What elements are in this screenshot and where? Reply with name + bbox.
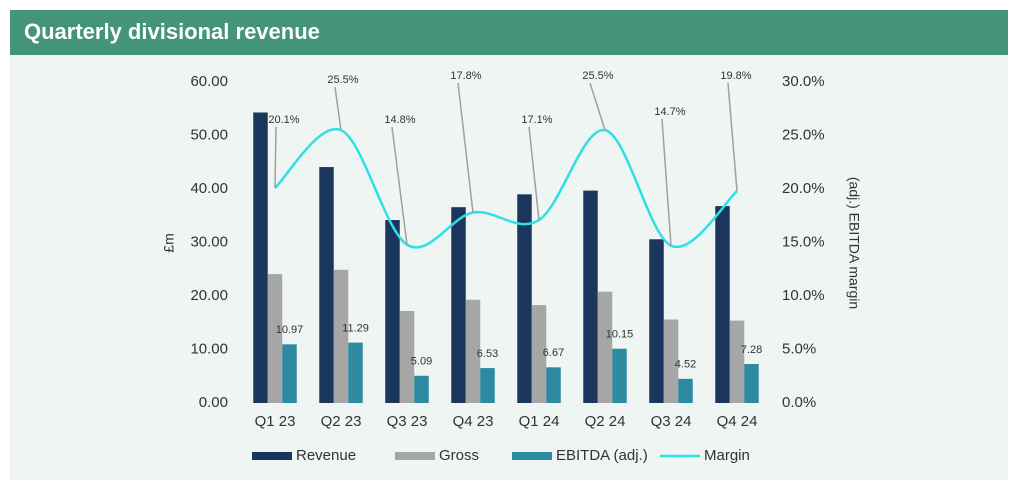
bar [267, 274, 283, 403]
data-label: 6.53 [477, 348, 498, 360]
bar [744, 364, 759, 403]
leader-line [727, 82, 738, 192]
bar [465, 299, 481, 403]
y2-tick-label: 15.0% [782, 233, 825, 250]
y-tick-label: 50.00 [190, 126, 228, 143]
data-label: 25.5% [582, 70, 613, 82]
panel [10, 55, 1008, 480]
bar [282, 344, 297, 403]
bar [319, 167, 334, 403]
chart-title: Quarterly divisional revenue [24, 19, 320, 44]
x-tick-label: Q2 23 [321, 413, 362, 430]
y2-tick-label: 30.0% [782, 73, 825, 90]
bar [414, 375, 429, 403]
y2-tick-label: 20.0% [782, 180, 825, 197]
data-label: 10.15 [606, 329, 634, 341]
data-label: 14.8% [384, 114, 415, 126]
leader-line [457, 82, 474, 213]
bar [399, 310, 415, 403]
bar [715, 206, 730, 403]
data-label: 14.7% [654, 106, 685, 118]
leader-line [274, 126, 277, 188]
data-label: 17.8% [450, 70, 481, 82]
y2-tick-label: 5.0% [782, 340, 816, 357]
bar [546, 367, 561, 403]
data-label: 10.97 [276, 324, 304, 336]
bar [385, 220, 400, 403]
header-bar [10, 10, 1008, 55]
y2-tick-label: 25.0% [782, 126, 825, 143]
y-tick-label: 10.00 [190, 340, 228, 357]
data-label: 17.1% [521, 114, 552, 126]
data-label: 11.29 [342, 323, 369, 335]
bar [678, 378, 693, 403]
y-axis-label: £m [161, 233, 177, 252]
x-tick-label: Q3 24 [651, 413, 692, 430]
bar [531, 305, 547, 403]
y-tick-label: 40.00 [190, 180, 228, 197]
legend-swatch [395, 452, 435, 460]
bar [649, 239, 664, 403]
bar [451, 207, 466, 403]
data-label: 5.09 [411, 356, 432, 368]
y2-axis-label: (adj.) EBITDA margin [846, 177, 862, 309]
x-tick-label: Q3 23 [387, 413, 428, 430]
bar [663, 319, 679, 403]
bar [480, 368, 495, 403]
bar [517, 194, 532, 403]
bar [253, 112, 268, 404]
y2-tick-label: 10.0% [782, 287, 825, 304]
data-label: 19.8% [720, 70, 751, 82]
data-label: 7.28 [741, 344, 762, 356]
legend-label: EBITDA (adj.) [556, 447, 648, 464]
leader-line [391, 126, 408, 245]
x-tick-label: Q4 23 [453, 413, 494, 430]
legend-swatch [252, 452, 292, 460]
legend-label: Margin [704, 447, 750, 464]
x-tick-label: Q2 24 [585, 413, 626, 430]
leader-line [528, 126, 540, 221]
x-tick-label: Q4 24 [717, 413, 758, 430]
legend-label: Revenue [296, 447, 356, 464]
margin-line [274, 127, 738, 249]
data-label: 25.5% [327, 74, 358, 86]
y-tick-label: 20.00 [190, 287, 228, 304]
data-label: 6.67 [543, 347, 564, 359]
bar [612, 348, 627, 403]
y2-tick-label: 0.0% [782, 394, 816, 411]
data-label: 4.52 [675, 359, 696, 371]
legend-label: Gross [439, 447, 479, 464]
bar [729, 320, 745, 403]
leader-line [589, 82, 606, 131]
bar [333, 269, 349, 403]
y-tick-label: 30.00 [190, 233, 228, 250]
y-tick-label: 0.00 [199, 394, 228, 411]
x-tick-label: Q1 23 [255, 413, 296, 430]
leader-line [661, 118, 672, 246]
data-label: 20.1% [268, 114, 299, 126]
bar [348, 342, 363, 403]
bar [583, 190, 598, 403]
x-tick-label: Q1 24 [519, 413, 560, 430]
leader-line [334, 86, 342, 131]
bar [597, 291, 613, 403]
y-tick-label: 60.00 [190, 73, 228, 90]
legend-swatch [512, 452, 552, 460]
